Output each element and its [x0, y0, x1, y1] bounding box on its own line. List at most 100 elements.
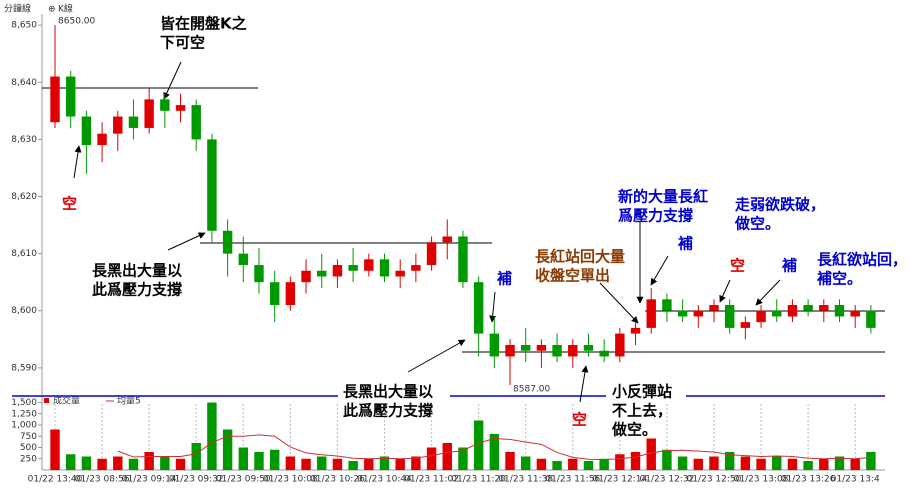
- volume-bar: [254, 452, 264, 470]
- candle-body: [66, 76, 76, 117]
- x-tick-label: 01/23 09:50: [216, 475, 271, 485]
- candle-body: [536, 345, 547, 351]
- candle-body: [128, 116, 139, 128]
- header-period: 分鐘線: [4, 3, 31, 15]
- x-tick-label: 01/23 10:08: [263, 475, 318, 485]
- candle-body: [254, 265, 264, 283]
- x-tick-label: 01/23 11:38: [498, 475, 553, 485]
- candle-body: [709, 305, 719, 311]
- candle-body: [379, 259, 390, 277]
- candle-body: [489, 333, 500, 357]
- x-tick-label: 01/23 11:56: [545, 475, 600, 485]
- y-tick-label: 8,600: [11, 306, 37, 316]
- volume-bar: [113, 456, 123, 470]
- annotation: 新的大量長紅: [618, 188, 708, 206]
- volume-bar: [50, 429, 60, 470]
- candle-body: [646, 299, 656, 328]
- volume-bar: [238, 447, 249, 470]
- x-tick-label: 01/23 12:14: [592, 475, 647, 485]
- x-tick-label: 01/23 13:26: [781, 475, 836, 485]
- volume-tick-label: 1,250: [11, 409, 37, 419]
- x-tick-label: 01/23 13:08: [734, 475, 789, 485]
- volume-bar: [269, 449, 280, 470]
- volume-bar: [662, 449, 672, 470]
- volume-bar: [677, 456, 688, 470]
- annotation: 長黑出大量以: [343, 383, 433, 401]
- volume-bar: [630, 452, 641, 470]
- x-tick-label: 01/23 12:50: [687, 475, 742, 485]
- annotation: 走弱欲跌破，: [735, 196, 825, 214]
- annotation: 小反彈站: [612, 383, 672, 401]
- volume-bar: [646, 438, 656, 470]
- candle-body: [693, 310, 704, 317]
- volume-tick-label: 1,500: [11, 398, 37, 408]
- volume-bar: [128, 458, 139, 470]
- volume-bar: [505, 452, 515, 470]
- x-tick-label: 01/23 10:44: [357, 475, 412, 485]
- volume-bar: [568, 458, 578, 470]
- candle-body: [583, 345, 594, 351]
- volume-bar: [395, 458, 405, 470]
- candle-body: [568, 345, 578, 357]
- x-tick-label: 01/23 10:26: [310, 475, 365, 485]
- candle-body: [348, 265, 358, 271]
- candle-body: [724, 305, 735, 328]
- candle-body: [850, 310, 860, 317]
- candle-body: [285, 282, 296, 306]
- annotation: 空: [572, 411, 587, 429]
- candle-body: [411, 265, 421, 271]
- candle-body: [866, 310, 876, 328]
- header-kline: K線: [58, 3, 73, 15]
- candle-body: [238, 253, 249, 266]
- candle-body: [317, 270, 327, 277]
- candle-body: [473, 282, 484, 334]
- volume-bar: [348, 461, 358, 470]
- candle-body: [756, 310, 766, 323]
- candle-body: [505, 345, 515, 357]
- volume-bar: [583, 461, 594, 470]
- min-label: 8587.00: [513, 385, 550, 395]
- candle-body: [160, 99, 170, 111]
- volume-bar: [709, 456, 719, 470]
- volume-bar: [740, 456, 751, 470]
- max-label: 8650.00: [58, 17, 95, 27]
- candle-body: [458, 236, 468, 283]
- annotation: 補: [781, 257, 797, 275]
- x-tick-label: 01/22 13:40: [28, 475, 83, 485]
- volume-bar: [756, 458, 766, 470]
- y-tick-label: 8,590: [11, 363, 37, 373]
- arrows: [73, 61, 781, 403]
- x-tick-label: 01/23 13:4: [831, 475, 880, 485]
- volume-tick-label: 750: [20, 432, 37, 442]
- volume-bar: [426, 447, 437, 470]
- volume-bar: [411, 456, 421, 470]
- annotation: 做空。: [611, 421, 657, 439]
- annotation: 皆在開盤K之: [160, 15, 247, 33]
- candle-body: [521, 345, 531, 351]
- volume-bar: [301, 458, 311, 470]
- candle-body: [552, 345, 562, 357]
- candle-body: [175, 105, 186, 111]
- volume-bar: [97, 458, 107, 470]
- volume-bar: [521, 456, 531, 470]
- y-tick-label: 8,630: [11, 135, 37, 145]
- annotation: 收盤空單出: [535, 267, 610, 285]
- volume-bar: [191, 443, 201, 470]
- volume-bar: [552, 461, 562, 470]
- candle-body: [426, 242, 437, 266]
- volume-bar: [724, 452, 735, 470]
- candle-body: [50, 76, 60, 123]
- x-tick-label: 01/23 09:14: [122, 475, 177, 485]
- volume-bar: [458, 447, 468, 470]
- volume-bar: [66, 454, 76, 470]
- volume-bar: [442, 443, 452, 470]
- volume-bar: [332, 458, 343, 470]
- volume-tick-label: 1,000: [11, 421, 37, 431]
- annotation: 長黑出大量以: [92, 262, 182, 280]
- volume-bar: [379, 456, 390, 470]
- volume-bar: [160, 456, 170, 470]
- annotation: 補: [496, 270, 512, 288]
- x-tick-label: 01/23 08:56: [75, 475, 130, 485]
- candle-body: [740, 322, 751, 328]
